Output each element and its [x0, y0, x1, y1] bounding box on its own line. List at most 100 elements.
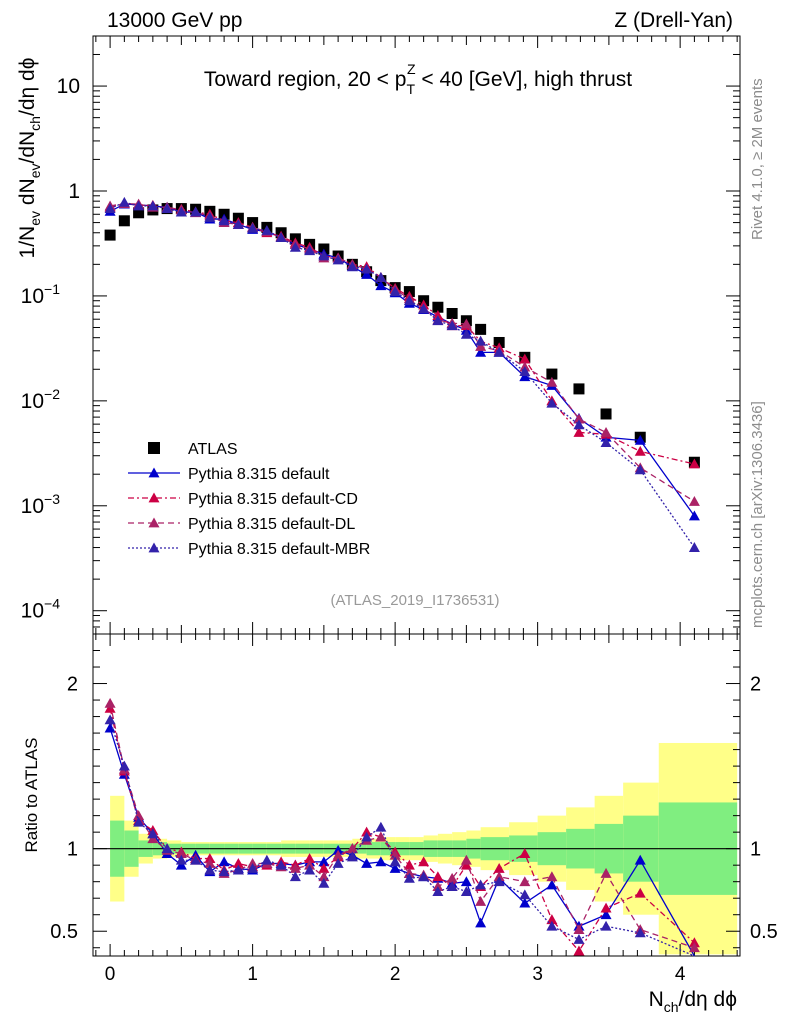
ratio-point	[104, 702, 116, 713]
series-pythia-8-315-default-cd	[104, 198, 700, 469]
ratio-point	[519, 889, 531, 900]
data-point	[432, 301, 444, 313]
data-point	[446, 308, 458, 320]
ratio-point	[446, 881, 458, 892]
ratio-point	[432, 871, 444, 882]
legend-label: Pythia 8.315 default-DL	[188, 516, 355, 533]
data-point	[147, 200, 159, 211]
y-axis-label: 1/Nev dNev/dNch/dη dϕ	[16, 58, 43, 259]
ratio-point	[304, 853, 316, 863]
ratio-tick-label: 1	[67, 839, 78, 861]
y-tick-label: 10−4	[21, 596, 61, 623]
ratio-point	[546, 914, 558, 925]
ratio-point	[304, 859, 316, 870]
data-point	[519, 366, 531, 377]
ratio-point	[432, 881, 444, 892]
ratio-point	[519, 876, 531, 887]
ratio-point	[346, 843, 358, 854]
ratio-point	[361, 831, 373, 842]
ratio-point	[389, 862, 401, 873]
data-point	[218, 215, 230, 226]
ratio-point	[546, 920, 558, 931]
ratio-point	[418, 856, 430, 867]
ratio-point	[600, 867, 612, 878]
ratio-point	[361, 826, 373, 837]
data-point	[375, 271, 387, 282]
data-point	[346, 261, 358, 272]
ratio-point	[600, 909, 612, 920]
plot-title-sub: T	[406, 81, 415, 97]
y-tick-label: 10−3	[21, 491, 61, 518]
legend-entry: ATLAS	[148, 441, 238, 458]
data-point	[361, 269, 373, 279]
ratio-point	[304, 864, 316, 875]
data-point	[493, 346, 505, 357]
ratio-point	[375, 856, 387, 867]
ratio-point	[460, 886, 472, 896]
ratio-point	[247, 858, 259, 868]
ratio-point	[600, 920, 612, 931]
ratio-point	[104, 714, 116, 725]
header-left-title: 13000 GeV pp	[107, 9, 242, 32]
ratio-tick-label-right: 1	[750, 839, 761, 861]
plot-title-sup: Z	[407, 61, 416, 77]
ratio-point	[546, 879, 558, 890]
data-point	[519, 371, 531, 382]
ratio-point	[600, 902, 612, 913]
ratio-point	[261, 854, 273, 865]
ratio-point	[460, 876, 472, 887]
data-point	[519, 353, 531, 364]
legend-entry: Pythia 8.315 default-MBR	[128, 541, 370, 558]
ratio-point	[175, 854, 187, 865]
ratio-point	[475, 879, 487, 890]
axis-ticks: 0 1 2 3 4 10 1 10−1 10−2 10−3 10−4 2 2 1 1 0.5 0.5	[21, 35, 778, 985]
data-point	[432, 315, 444, 326]
ratio-tick-label-right: 0.5	[750, 921, 778, 943]
ratio-series-layer	[104, 697, 700, 957]
ratio-line	[109, 708, 695, 953]
ratio-point	[161, 843, 173, 854]
ratio-point	[318, 856, 330, 867]
ratio-point	[175, 859, 187, 870]
data-point	[546, 397, 558, 408]
data-point	[460, 328, 472, 339]
data-point	[688, 458, 700, 469]
ratio-point	[104, 697, 116, 708]
data-point	[573, 426, 585, 437]
ratio-y-axis-label: Ratio to ATLAS	[22, 738, 41, 853]
ratio-point	[218, 856, 230, 867]
ratio-point	[175, 848, 187, 859]
data-point	[375, 280, 387, 291]
data-point	[546, 368, 558, 380]
x-tick-label: 0	[105, 964, 116, 985]
data-point	[475, 323, 487, 335]
data-point	[304, 245, 316, 256]
data-point	[118, 215, 130, 227]
analysis-label: (ATLAS_2019_I1736531)	[330, 592, 499, 609]
data-point	[546, 376, 558, 387]
ratio-point	[389, 856, 401, 867]
ratio-point	[375, 821, 387, 832]
series-line	[109, 201, 695, 548]
data-point	[600, 437, 612, 448]
x-tick-label: 1	[247, 964, 258, 985]
ratio-point	[475, 896, 487, 906]
legend-entry: Pythia 8.315 default	[128, 466, 330, 483]
ratio-point	[418, 871, 430, 882]
data-point	[600, 426, 612, 437]
ratio-point	[118, 760, 130, 771]
data-point	[389, 286, 401, 296]
legend: ATLAS Pythia 8.315 default Pythia 8.315 de…	[128, 441, 370, 558]
ratio-point	[688, 942, 700, 953]
y-tick-label: 10	[57, 75, 80, 98]
ratio-point	[519, 848, 531, 859]
ratio-point	[546, 871, 558, 882]
ratio-point	[133, 810, 145, 821]
ratio-line	[109, 703, 695, 949]
data-point	[600, 408, 612, 420]
header-right-title: Z (Drell-Yan)	[614, 9, 733, 32]
data-point	[332, 254, 344, 265]
ratio-point	[318, 862, 330, 873]
series-atlas	[104, 203, 700, 468]
data-point	[204, 211, 216, 222]
